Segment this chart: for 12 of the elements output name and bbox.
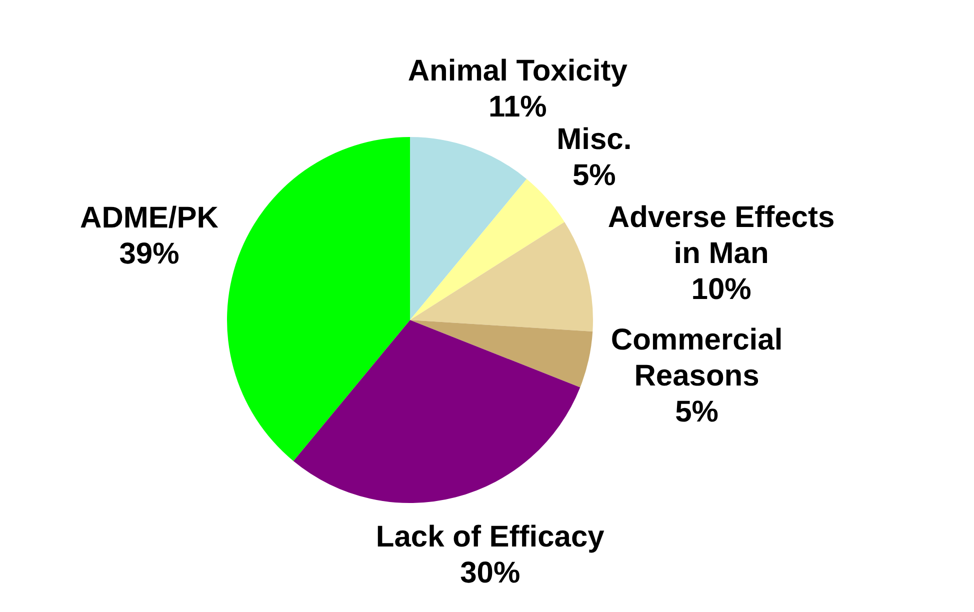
slice-label: Commercial Reasons bbox=[610, 323, 783, 392]
slice-label: Misc. bbox=[556, 122, 632, 156]
data-label: 5% bbox=[675, 395, 718, 428]
slice-label: Adverse Effects in Man bbox=[608, 201, 835, 270]
data-label: 5% bbox=[572, 158, 616, 192]
slice-label: ADME/PK bbox=[80, 202, 219, 235]
data-label: 39% bbox=[119, 238, 180, 271]
data-label: 30% bbox=[460, 556, 520, 590]
data-label: 10% bbox=[691, 273, 752, 306]
slice-label: Animal Toxicity bbox=[408, 54, 628, 88]
slice-label: Lack of Efficacy bbox=[376, 520, 605, 554]
data-label: 11% bbox=[488, 90, 547, 124]
